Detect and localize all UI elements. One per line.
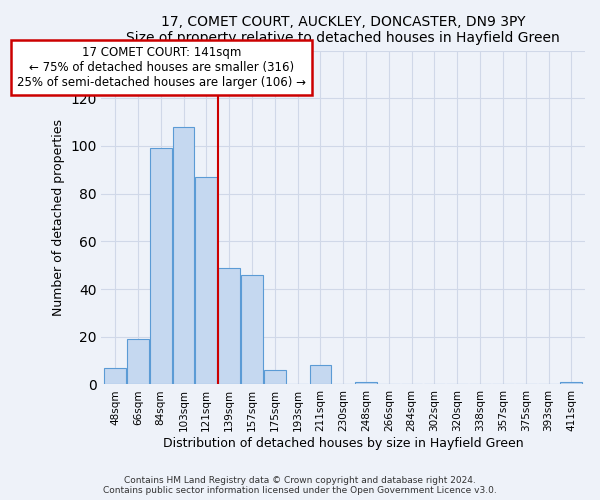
Bar: [241, 274, 263, 384]
Bar: [355, 382, 377, 384]
X-axis label: Distribution of detached houses by size in Hayfield Green: Distribution of detached houses by size …: [163, 437, 523, 450]
Bar: [104, 368, 126, 384]
Bar: [150, 148, 172, 384]
Text: 17 COMET COURT: 141sqm
← 75% of detached houses are smaller (316)
25% of semi-de: 17 COMET COURT: 141sqm ← 75% of detached…: [17, 46, 307, 88]
Bar: [127, 339, 149, 384]
Bar: [173, 127, 194, 384]
Bar: [310, 366, 331, 384]
Bar: [560, 382, 582, 384]
Title: 17, COMET COURT, AUCKLEY, DONCASTER, DN9 3PY
Size of property relative to detach: 17, COMET COURT, AUCKLEY, DONCASTER, DN9…: [127, 15, 560, 45]
Bar: [218, 268, 240, 384]
Y-axis label: Number of detached properties: Number of detached properties: [52, 119, 65, 316]
Bar: [196, 177, 217, 384]
Text: Contains HM Land Registry data © Crown copyright and database right 2024.
Contai: Contains HM Land Registry data © Crown c…: [103, 476, 497, 495]
Bar: [264, 370, 286, 384]
